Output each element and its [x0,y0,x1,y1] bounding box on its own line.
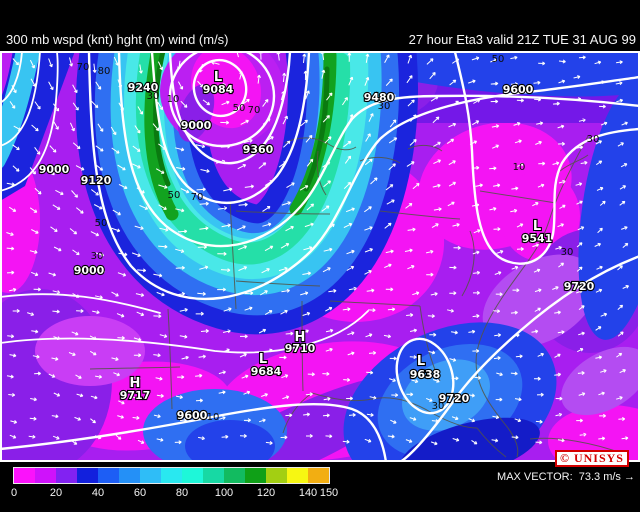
colorbar-tick-label: 120 [256,487,276,499]
wind-speed-label: 50 [95,218,108,229]
height-label: 9000 [74,264,105,277]
height-contour-labels: 9084 9000 9240 9360 9120 9000 9000 9480 9600 9600… [38,80,596,423]
wind-speed-label: 30 [378,101,391,112]
wind-speed-label: 70 [248,105,261,116]
wind-speed-label: 30 [432,401,445,412]
center-marker: L [259,352,267,367]
center-marker: L [214,70,222,85]
wind-speed-label: 10 [207,412,220,423]
low-interior-fill [160,51,284,148]
wind-speed-label: 10 [167,94,180,105]
colorbar-cell [203,468,224,483]
colorbar-cell [35,468,56,483]
wind-speed-label: 30 [147,91,160,102]
height-label: 9638 [410,368,441,381]
colorbar [13,467,330,484]
wind-speed-label: 70 [77,62,90,73]
max-vector-annotation: MAX VECTOR: 73.3 m/s → [497,471,635,483]
height-label: 9120 [81,174,112,187]
max-vector-value: 73.3 m/s [578,471,621,483]
wind-barb-field [6,51,630,446]
map-frame [0,51,640,462]
wind-speed-label: 10 [513,162,526,173]
colorbar-tick-label: 140 [298,487,318,499]
height-label: 9720 [439,392,470,405]
colorbar-cell [14,468,35,483]
colorbar-cell [98,468,119,483]
colorbar-cell [56,468,77,483]
height-label: 9240 [128,81,159,94]
plot-title: 300 mb wspd (knt) hght (m) wind (m/s) [6,32,229,47]
max-vector-arrow-icon: → [624,471,635,483]
unisys-logo: © UNISYS [555,450,629,467]
colorbar-tick-label: 0 [10,487,18,499]
height-label: 9710 [285,342,316,355]
height-label: 9600 [177,409,208,422]
colorbar-cell [245,468,266,483]
wind-speed-label: 50 [233,103,246,114]
wind-speed-label: 70 [191,192,204,203]
colorbar-tick-label: 150 [319,487,339,499]
center-marker: H [130,376,141,391]
height-label: 9000 [39,163,70,176]
height-label: 9084 [203,83,234,96]
colorbar-cell [161,468,182,483]
colorbar-cell [119,468,140,483]
height-label: 9600 [503,83,534,96]
wind-speed-label: 50 [168,190,181,201]
center-marker: H [295,330,306,345]
colorbar-cell [266,468,287,483]
height-label: 9720 [564,280,595,293]
colorbar-cell [182,468,203,483]
center-marker: L [417,354,425,369]
valid-time-title: 27 hour Eta3 valid 21Z TUE 31 AUG 99 [408,32,636,47]
map-area: 70 80 30 10 50 70 50 70 50 30 50 30 30 10 30 30 10 9084 9… [0,51,640,462]
max-vector-label: MAX VECTOR: [497,471,573,483]
colorbar-cell [140,468,161,483]
colorbar-cell [287,468,308,483]
colorbar-cell [224,468,245,483]
colorbar-tick-label: 20 [49,487,63,499]
center-marker: L [533,219,541,234]
colorbar-tick-label: 100 [214,487,234,499]
colorbar-tick-label: 60 [133,487,147,499]
height-label: 9541 [522,232,553,245]
wind-vectors [6,51,630,446]
pressure-center-markers: L L L L H H [128,69,542,392]
wind-speed-label: 30 [587,134,600,145]
colorbar-tick-label: 80 [175,487,189,499]
height-label: 9480 [364,91,395,104]
height-label: 9684 [251,365,282,378]
height-label: 9000 [181,119,212,132]
wind-speed-label: 50 [492,54,505,65]
height-label: 9717 [120,389,151,402]
wind-speed-label: 30 [91,251,104,262]
title-bar: 300 mb wspd (knt) hght (m) wind (m/s) 27… [0,0,640,51]
colorbar-ticks: 0 20 40 60 80 100 120 140 150 [10,487,344,501]
colorbar-tick-label: 40 [91,487,105,499]
wind-speed-label: 30 [561,247,574,258]
colorbar-cell [77,468,98,483]
wind-speed-label: 80 [98,66,111,77]
height-label: 9360 [243,143,274,156]
colorbar-cell [308,468,329,483]
unisys-logo-text: © UNISYS [560,451,624,465]
